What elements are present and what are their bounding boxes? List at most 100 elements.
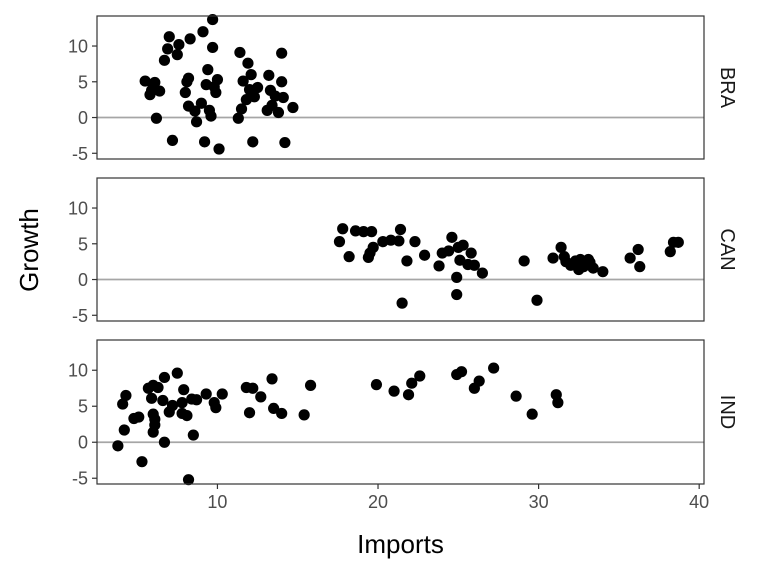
data-point xyxy=(518,255,530,267)
data-point xyxy=(304,379,317,391)
data-point xyxy=(279,136,291,149)
facet-strip-label: CAN xyxy=(716,228,738,270)
data-point xyxy=(455,366,468,378)
data-point xyxy=(406,377,418,389)
data-point xyxy=(176,397,188,409)
data-point xyxy=(118,424,130,436)
data-point xyxy=(179,86,191,99)
data-point xyxy=(277,91,289,104)
data-point xyxy=(276,76,288,88)
data-point xyxy=(251,81,264,94)
data-point xyxy=(211,74,224,86)
data-point xyxy=(205,110,217,122)
y-tick-label: 5 xyxy=(78,234,88,254)
data-point xyxy=(162,43,174,55)
data-point xyxy=(190,394,203,406)
data-point xyxy=(268,402,280,414)
data-point xyxy=(197,26,209,38)
data-point xyxy=(189,105,201,117)
data-point xyxy=(207,41,219,54)
panel-border xyxy=(96,15,705,160)
y-tick-label: -5 xyxy=(72,306,88,326)
data-point xyxy=(343,251,355,263)
data-point xyxy=(298,409,310,421)
y-tick-label: 5 xyxy=(78,72,88,92)
data-point xyxy=(181,410,193,422)
data-point xyxy=(234,46,246,59)
data-point xyxy=(473,375,485,387)
data-point xyxy=(547,252,559,264)
x-axis-title: Imports xyxy=(357,529,444,559)
data-point xyxy=(112,440,124,452)
data-point xyxy=(276,407,288,420)
data-point xyxy=(272,106,285,119)
data-point xyxy=(200,388,212,400)
data-point xyxy=(451,288,463,301)
data-point xyxy=(402,389,415,401)
data-point xyxy=(248,91,260,103)
x-tick-label: 10 xyxy=(207,492,227,512)
data-point xyxy=(242,57,254,69)
data-point xyxy=(255,391,267,403)
y-tick-label: 0 xyxy=(78,270,88,290)
x-tick-label: 20 xyxy=(368,492,388,512)
data-point xyxy=(287,101,299,114)
data-point xyxy=(120,389,132,402)
data-point xyxy=(247,382,259,394)
data-point xyxy=(117,398,129,410)
facet-strip-label: IND xyxy=(716,395,738,429)
data-point xyxy=(210,86,222,99)
data-point xyxy=(457,239,469,251)
data-point xyxy=(476,267,488,279)
data-point xyxy=(672,236,684,248)
data-point xyxy=(394,223,407,236)
data-point xyxy=(195,97,207,109)
data-point xyxy=(171,49,183,61)
x-tick-label: 40 xyxy=(689,492,709,512)
data-point xyxy=(216,388,228,400)
data-point xyxy=(154,85,166,97)
data-point xyxy=(587,262,599,274)
facet-panel-can: -5 0 5 10 CAN xyxy=(68,177,738,326)
data-point xyxy=(664,246,676,258)
data-point xyxy=(247,136,259,148)
data-point xyxy=(149,76,161,89)
y-tick-label: 0 xyxy=(78,108,88,128)
data-point xyxy=(488,362,500,374)
y-tick-label: 10 xyxy=(68,361,88,381)
data-point xyxy=(385,234,397,246)
data-point xyxy=(531,294,543,306)
data-point xyxy=(510,390,522,402)
data-point xyxy=(133,411,145,423)
data-point xyxy=(446,231,458,243)
y-tick-label: -5 xyxy=(72,144,88,164)
data-point xyxy=(365,226,378,238)
data-point xyxy=(149,413,161,425)
data-point xyxy=(232,112,244,124)
data-point xyxy=(207,13,219,26)
data-point xyxy=(370,379,383,391)
data-point xyxy=(187,429,199,441)
data-point xyxy=(624,252,636,264)
data-point xyxy=(266,99,278,111)
data-point xyxy=(152,381,164,394)
data-point xyxy=(150,112,163,124)
data-point xyxy=(276,47,288,59)
facet-panel-ind: -5 0 5 10 IND xyxy=(68,339,738,489)
data-point xyxy=(552,397,564,409)
data-point xyxy=(157,394,169,407)
data-point xyxy=(388,385,400,397)
y-tick-label: 5 xyxy=(78,397,88,417)
data-point xyxy=(357,226,370,238)
data-point xyxy=(145,392,158,404)
y-tick-label: -5 xyxy=(72,469,88,489)
data-point xyxy=(333,236,346,248)
data-point xyxy=(190,116,203,128)
data-point xyxy=(433,260,445,272)
data-point xyxy=(443,245,455,257)
data-point xyxy=(414,370,426,382)
data-point xyxy=(158,54,171,66)
data-point xyxy=(198,136,211,148)
data-point xyxy=(597,266,609,278)
